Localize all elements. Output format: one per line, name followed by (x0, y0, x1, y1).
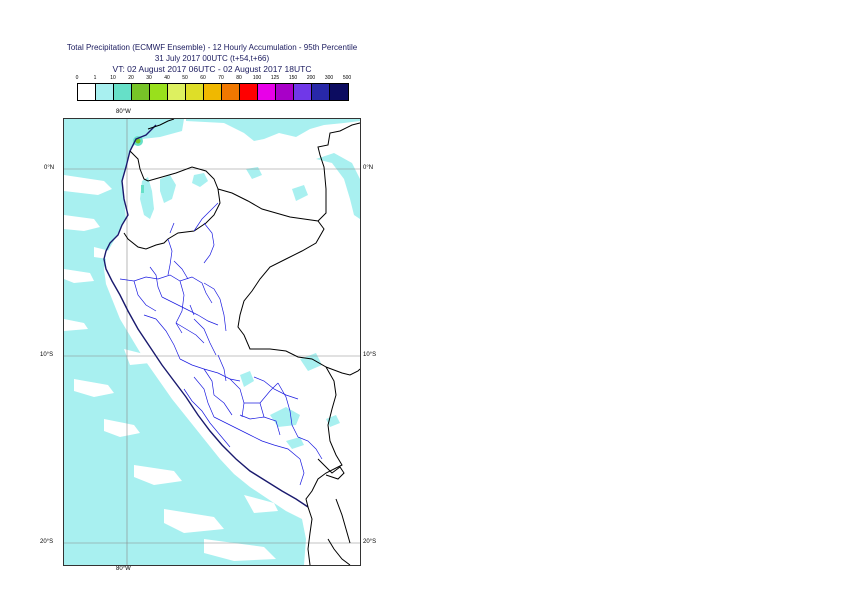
legend-swatch (330, 84, 348, 100)
color-legend (77, 83, 349, 101)
lat-label-right-20: 20°S (363, 539, 377, 545)
legend-swatch (186, 84, 204, 100)
legend-swatch (258, 84, 276, 100)
legend-tick: 70 (218, 75, 224, 81)
legend-tick: 150 (288, 75, 298, 81)
ocean-gaps (64, 175, 278, 561)
legend-swatch (96, 84, 114, 100)
coastline (103, 124, 309, 508)
lat-label-left-20: 20°S (40, 539, 54, 545)
map-svg (64, 119, 360, 565)
lat-label-right-10: 10°S (363, 352, 377, 358)
lon-label-bottom: 80°W (116, 566, 131, 572)
lat-label-left-10: 10°S (40, 352, 54, 358)
lat-label-left-0: 0°N (44, 165, 55, 171)
legend-tick-labels: 0 1 10 20 30 40 50 60 70 80 100 125 150 200 300 500 (70, 75, 360, 85)
legend-swatch (78, 84, 96, 100)
base-time: 31 July 2017 00UTC (t+54,t+66) (154, 54, 270, 63)
legend-tick: 60 (200, 75, 206, 81)
legend-tick: 125 (270, 75, 280, 81)
map-panel (63, 118, 361, 566)
legend-swatch (204, 84, 222, 100)
lat-label-right-0: 0°N (363, 165, 374, 171)
legend-tick: 20 (128, 75, 134, 81)
legend-tick: 100 (252, 75, 262, 81)
legend-tick: 10 (110, 75, 116, 81)
legend-tick: 50 (182, 75, 188, 81)
legend-swatch (132, 84, 150, 100)
legend-tick: 300 (324, 75, 334, 81)
legend-tick: 1 (93, 75, 97, 81)
legend-tick: 80 (236, 75, 242, 81)
legend-tick: 30 (146, 75, 152, 81)
legend-tick: 40 (164, 75, 170, 81)
legend-swatch (294, 84, 312, 100)
legend-tick: 0 (75, 75, 79, 81)
legend-swatch (222, 84, 240, 100)
international-borders (123, 119, 360, 565)
legend-swatch (276, 84, 294, 100)
legend-swatch (240, 84, 258, 100)
legend-tick: 200 (306, 75, 316, 81)
precip-spot-10 (141, 185, 144, 193)
legend-swatch (312, 84, 330, 100)
lon-label-top: 80°W (116, 109, 131, 115)
precip-spot-30 (135, 138, 141, 144)
precip-shading (64, 119, 360, 565)
legend-tick: 500 (342, 75, 352, 81)
gridlines (64, 119, 360, 565)
valid-time: VT: 02 August 2017 06UTC - 02 August 201… (112, 64, 312, 74)
legend-swatch (114, 84, 132, 100)
legend-swatch (168, 84, 186, 100)
admin-borders (119, 202, 323, 486)
chart-title: Total Precipitation (ECMWF Ensemble) - 1… (66, 43, 358, 52)
legend-swatch (150, 84, 168, 100)
